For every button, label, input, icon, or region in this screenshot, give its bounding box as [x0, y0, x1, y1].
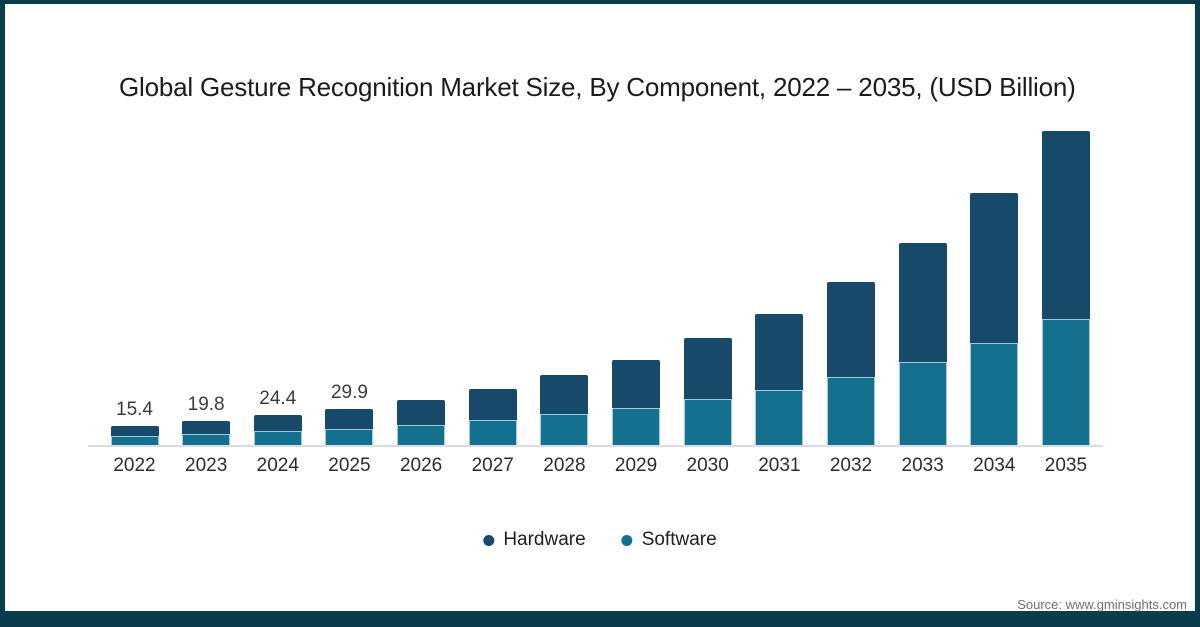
- bar-2023-hardware-segment: [182, 420, 231, 434]
- bar-2028: [540, 374, 589, 445]
- bar-2028-hardware-segment: [540, 374, 589, 415]
- bar-2022-hardware-segment: [110, 426, 159, 437]
- bar-2024-software-segment: [253, 431, 302, 445]
- bar-2025: [325, 408, 374, 445]
- software-legend-dot-icon: [621, 534, 633, 546]
- bar-2027-software-segment: [468, 420, 517, 445]
- bar-2030: [683, 338, 732, 445]
- bar-2024: [253, 415, 302, 445]
- bar-2026: [397, 399, 446, 445]
- legend-label-software: Software: [641, 529, 717, 550]
- bar-2031-software-segment: [755, 389, 804, 445]
- bar-2033: [898, 242, 947, 445]
- x-tick-2022: 2022: [113, 455, 156, 476]
- value-label-2023: 19.8: [187, 393, 225, 415]
- bar-2026-hardware-segment: [397, 399, 446, 425]
- legend-item-software: Software: [621, 529, 717, 551]
- x-tick-2024: 2024: [256, 455, 299, 476]
- bar-2028-software-segment: [540, 414, 589, 445]
- x-tick-2023: 2023: [185, 455, 228, 476]
- x-tick-2026: 2026: [399, 455, 443, 476]
- x-tick-2029: 2029: [614, 455, 658, 476]
- bar-2029-software-segment: [612, 408, 661, 445]
- x-tick-2034: 2034: [973, 455, 1016, 476]
- legend: Hardware Software: [483, 529, 717, 551]
- bar-2034-software-segment: [970, 343, 1019, 445]
- bar-2027-hardware-segment: [468, 389, 517, 421]
- bar-2027: [468, 389, 517, 445]
- bar-2033-software-segment: [898, 362, 947, 445]
- bar-2025-hardware-segment: [325, 408, 374, 429]
- bar-2023: [182, 420, 231, 445]
- bar-2030-software-segment: [683, 399, 732, 445]
- bar-2030-hardware-segment: [683, 338, 732, 400]
- x-tick-2025: 2025: [328, 455, 371, 476]
- bar-2026-software-segment: [397, 424, 446, 445]
- bar-2025-software-segment: [325, 428, 374, 445]
- bar-2032: [827, 282, 875, 445]
- x-tick-2030: 2030: [686, 455, 729, 476]
- bar-2029: [612, 359, 661, 445]
- value-label-2022: 15.4: [116, 399, 153, 421]
- x-axis-line: [88, 445, 1103, 447]
- x-tick-2027: 2027: [471, 455, 514, 476]
- value-label-2025: 29.9: [330, 381, 368, 403]
- bar-2031-hardware-segment: [755, 313, 804, 390]
- x-tick-2033: 2033: [901, 455, 944, 476]
- bar-2024-hardware-segment: [253, 415, 302, 432]
- x-tick-2028: 2028: [543, 455, 586, 476]
- source-attribution: Source: www.gminsights.com: [1017, 597, 1187, 612]
- bar-2035: [1041, 130, 1090, 445]
- hardware-legend-dot-icon: [483, 534, 495, 546]
- x-tick-2035: 2035: [1044, 455, 1088, 476]
- bar-2034-hardware-segment: [970, 193, 1019, 343]
- bar-2034: [970, 193, 1019, 445]
- chart-title: Global Gesture Recognition Market Size, …: [119, 72, 1076, 102]
- bar-2022-software-segment: [110, 436, 159, 445]
- bar-2035-hardware-segment: [1041, 130, 1090, 320]
- bar-2033-hardware-segment: [898, 242, 947, 363]
- legend-label-hardware: Hardware: [503, 529, 586, 550]
- bar-2032-hardware-segment: [827, 282, 875, 378]
- bar-2029-hardware-segment: [612, 359, 661, 409]
- value-label-2024: 24.4: [259, 388, 297, 410]
- x-tick-2031: 2031: [758, 455, 801, 476]
- bar-2032-software-segment: [827, 377, 875, 445]
- legend-item-hardware: Hardware: [483, 529, 586, 551]
- bar-2035-software-segment: [1041, 319, 1090, 445]
- bar-2023-software-segment: [182, 433, 231, 445]
- bar-2031: [755, 313, 804, 445]
- bar-2022: [110, 426, 159, 445]
- x-tick-2032: 2032: [829, 455, 873, 476]
